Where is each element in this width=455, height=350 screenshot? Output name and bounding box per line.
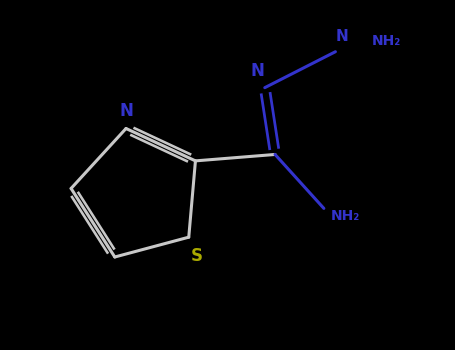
Text: NH₂: NH₂ xyxy=(371,34,400,48)
Text: NH₂: NH₂ xyxy=(330,209,359,223)
Text: N: N xyxy=(250,62,264,80)
Text: N: N xyxy=(119,102,133,119)
Text: N: N xyxy=(335,29,348,44)
Text: S: S xyxy=(191,247,202,265)
